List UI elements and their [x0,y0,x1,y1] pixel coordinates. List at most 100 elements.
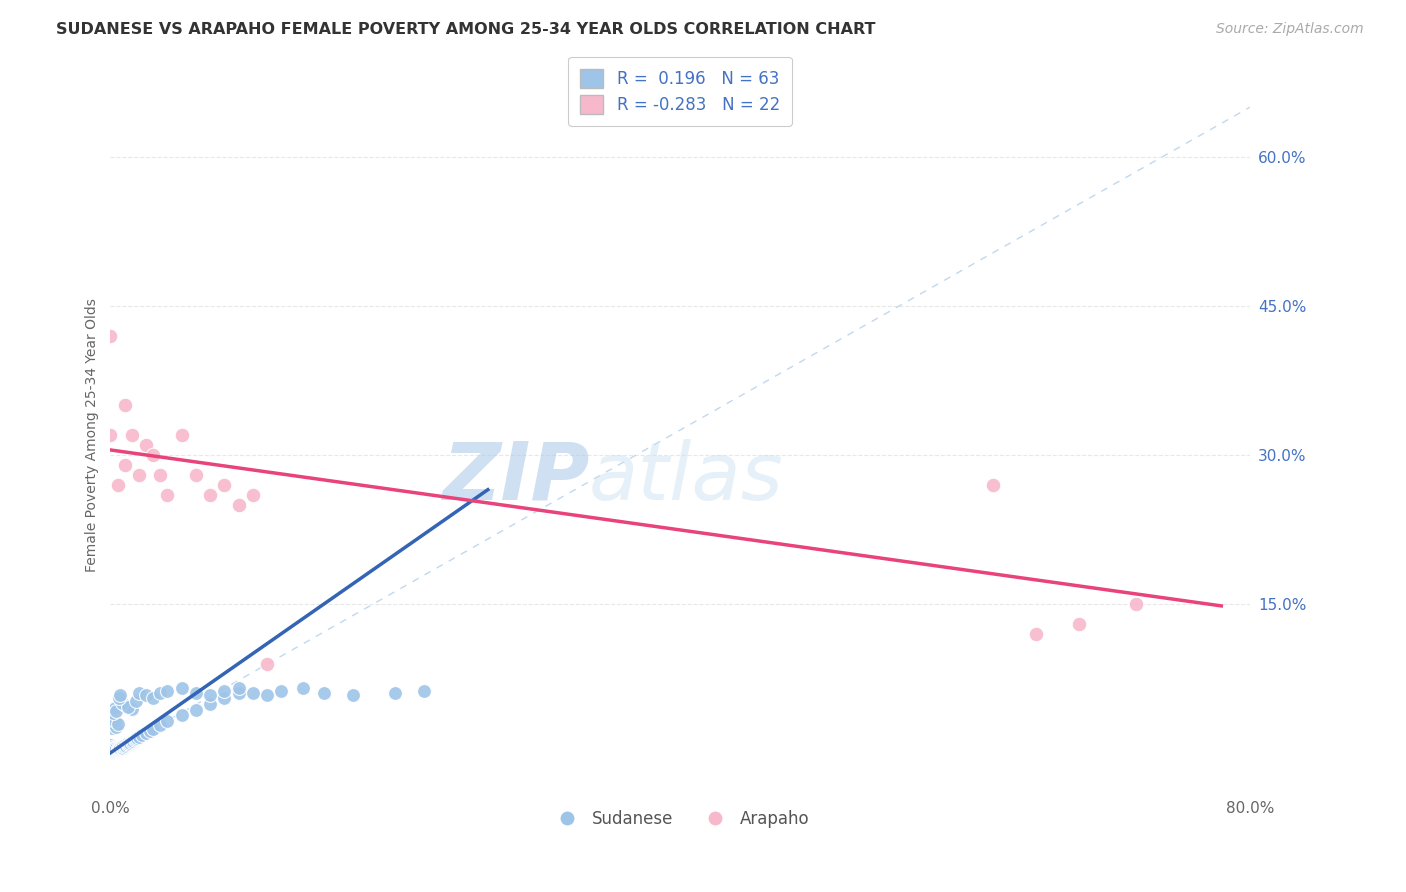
Point [125,694,148,708]
Point [118,737,141,751]
Point [1125,597,1147,611]
Point [135,688,157,702]
Text: SUDANESE VS ARAPAHO FEMALE POVERTY AMONG 25-34 YEAR OLDS CORRELATION CHART: SUDANESE VS ARAPAHO FEMALE POVERTY AMONG… [56,22,876,37]
Point [170,708,193,723]
Point [142,722,165,736]
Point [412,684,434,698]
Point [114,738,136,752]
Point [103,716,125,731]
Point [101,741,124,756]
Point [256,657,278,671]
Point [101,743,124,757]
Point [104,742,127,756]
Point [128,467,150,482]
Point [105,742,128,756]
Point [121,702,143,716]
Point [124,733,146,747]
Point [121,428,143,442]
Point [242,488,264,502]
Point [100,741,122,756]
Point [104,744,127,758]
Point [142,448,165,462]
Point [114,458,136,472]
Point [100,746,122,760]
Point [170,428,193,442]
Point [156,488,179,502]
Point [214,477,236,491]
Point [100,745,122,759]
Point [117,736,139,750]
Point [107,477,129,491]
Point [139,724,162,739]
Point [228,681,250,696]
Point [125,731,148,746]
Point [135,726,157,740]
Point [198,688,221,702]
Point [131,728,153,742]
Point [100,743,122,757]
Point [110,741,132,756]
Point [156,684,179,698]
Point [103,706,125,721]
Point [128,730,150,744]
Point [214,691,236,706]
Point [105,743,128,757]
Point [228,686,250,700]
Point [100,328,122,343]
Point [114,698,136,713]
Y-axis label: Female Poverty Among 25-34 Year Olds: Female Poverty Among 25-34 Year Olds [86,298,100,572]
Point [149,686,172,700]
Point [107,741,129,756]
Point [105,704,128,718]
Point [128,686,150,700]
Point [198,698,221,712]
Point [100,746,122,760]
Point [107,743,129,757]
Point [291,681,314,696]
Point [121,735,143,749]
Point [214,684,236,698]
Point [127,731,149,745]
Point [107,717,129,731]
Point [112,741,135,756]
Text: ZIP: ZIP [441,439,589,517]
Point [100,745,122,759]
Point [100,739,122,754]
Point [122,734,145,748]
Point [104,743,127,757]
Point [111,741,134,756]
Point [142,691,165,706]
Point [115,739,138,753]
Point [101,742,124,756]
Point [108,741,131,756]
Point [149,718,172,732]
Point [149,467,172,482]
Point [256,688,278,702]
Point [104,714,127,728]
Point [228,498,250,512]
Point [108,742,131,756]
Point [342,688,364,702]
Point [100,738,122,752]
Point [1067,616,1090,631]
Point [184,686,207,700]
Point [184,467,207,482]
Point [242,686,264,700]
Point [135,438,157,452]
Point [170,681,193,696]
Point [103,744,125,758]
Point [114,739,136,754]
Point [105,720,128,734]
Point [184,703,207,717]
Point [110,688,132,702]
Point [104,701,127,715]
Point [101,744,124,758]
Point [270,684,292,698]
Point [983,477,1005,491]
Point [114,398,136,412]
Point [117,700,139,714]
Point [100,739,122,753]
Point [107,742,129,756]
Point [101,721,124,735]
Point [117,738,139,752]
